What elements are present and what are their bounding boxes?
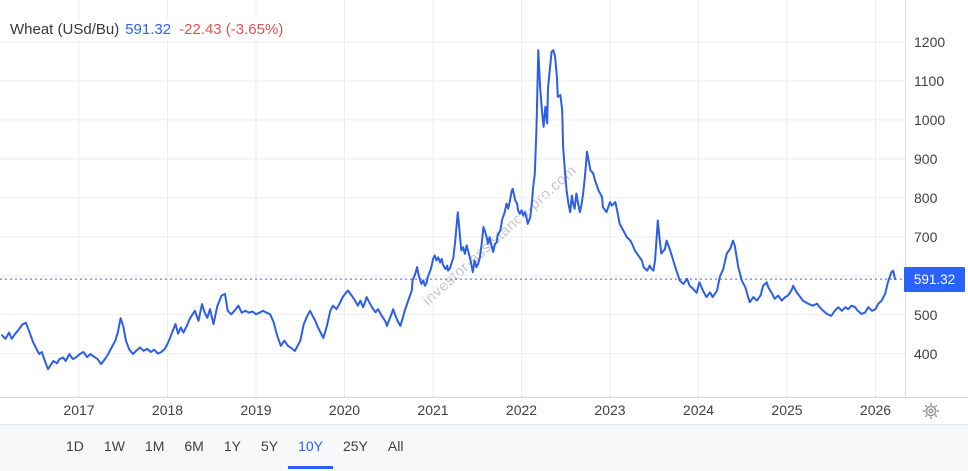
- time-tick-label: 2026: [859, 402, 892, 418]
- time-tick-label: 2021: [417, 402, 449, 418]
- tab-10y[interactable]: 10Y: [288, 425, 333, 469]
- price-tick-label: 1200: [914, 34, 946, 50]
- gear-icon: [922, 402, 940, 420]
- instrument-change: -22.43 (-3.65%): [179, 21, 284, 38]
- price-tick-label: 800: [914, 189, 938, 206]
- price-tick-label: 400: [914, 345, 938, 362]
- price-tick-label: 1000: [914, 111, 946, 128]
- tab-25y[interactable]: 25Y: [342, 437, 368, 454]
- tab-6m[interactable]: 6M: [184, 437, 204, 454]
- tab-5y[interactable]: 5Y: [260, 437, 279, 454]
- time-tick-label: 2018: [151, 402, 184, 418]
- tab-1w[interactable]: 1W: [103, 437, 125, 454]
- time-tick-label: 2020: [328, 402, 361, 418]
- time-axis[interactable]: 2017 2018 2019 2020 2021 2022 2023 2024 2025 2026: [0, 399, 968, 424]
- time-tick-label: 2023: [594, 402, 626, 418]
- time-tick-label: 2025: [771, 402, 803, 418]
- tab-1y[interactable]: 1Y: [223, 437, 241, 454]
- timeframe-toolbar: 1D 1W 1M 6M 1Y 5Y 10Y 25Y All: [0, 424, 968, 471]
- price-tick-label: 700: [914, 228, 938, 245]
- settings-button[interactable]: [920, 400, 942, 422]
- tab-1m[interactable]: 1M: [144, 437, 165, 454]
- tab-all[interactable]: All: [387, 437, 404, 454]
- price-tick-label: 900: [914, 150, 938, 167]
- price-tick-label: 1100: [914, 72, 945, 89]
- time-tick-label: 2022: [505, 402, 538, 418]
- time-axis-line: [0, 397, 968, 398]
- time-tick-label: 2019: [240, 402, 272, 418]
- instrument-title: Wheat (USd/Bu): [10, 21, 120, 38]
- chart-plot-area[interactable]: investor-assistance-pro.com: [0, 0, 905, 398]
- price-tick-label: 500: [914, 306, 938, 323]
- price-axis[interactable]: 400 500 700 800 900 1000 1100 1200: [905, 0, 968, 397]
- time-tick-label: 2024: [682, 402, 715, 418]
- tab-1d[interactable]: 1D: [66, 437, 84, 454]
- time-tick-label: 2017: [63, 402, 95, 418]
- chart-canvas: [0, 0, 905, 398]
- current-price-badge: 591.32: [904, 266, 965, 292]
- instrument-price: 591.32: [125, 21, 172, 38]
- instrument-header: Wheat (USd/Bu) 591.32 -22.43 (-3.65%): [10, 19, 292, 40]
